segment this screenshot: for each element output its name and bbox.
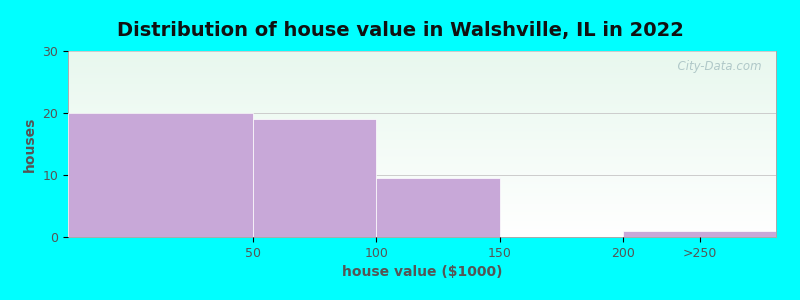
Bar: [376, 178, 500, 237]
Bar: [68, 113, 253, 237]
Text: City-Data.com: City-Data.com: [670, 60, 762, 73]
Text: Distribution of house value in Walshville, IL in 2022: Distribution of house value in Walshvill…: [117, 21, 683, 40]
Bar: [623, 231, 776, 237]
Y-axis label: houses: houses: [23, 116, 37, 172]
X-axis label: house value ($1000): house value ($1000): [342, 265, 502, 279]
Bar: [253, 119, 376, 237]
